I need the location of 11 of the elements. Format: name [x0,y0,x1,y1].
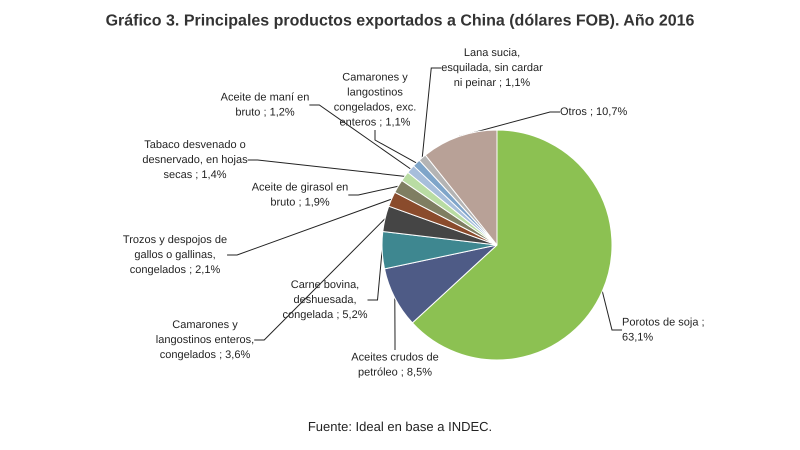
slice-label: Lana sucia, esquilada, sin cardar ni peinar ; 1,1% [441,47,544,89]
source-note: Fuente: Ideal en base a INDEC. [308,419,492,434]
slice-label: Tabaco desvenado o desnervado, en hojas secas ; 1,4% [142,139,248,181]
slice-label: Trozos y despojos de gallos o gallinas, congelados ; 2,1% [122,234,228,276]
slice-label: Camarones y langostinos enteros, congelados ; 3,6% [156,319,254,361]
slice-label: Aceite de girasol en bruto ; 1,9% [252,182,348,208]
slice-label: Porotos de soja ; 63,1% [622,316,705,344]
slice-label: Otros ; 10,7% [560,106,628,118]
slice-label: Aceites crudos de petróleo ; 8,5% [351,352,439,378]
chart-title: Gráfico 3. Principales productos exportados a China (dólares FOB). Año 2016 [106,12,695,30]
slice-label: Aceite de maní en bruto ; 1,2% [220,92,310,118]
